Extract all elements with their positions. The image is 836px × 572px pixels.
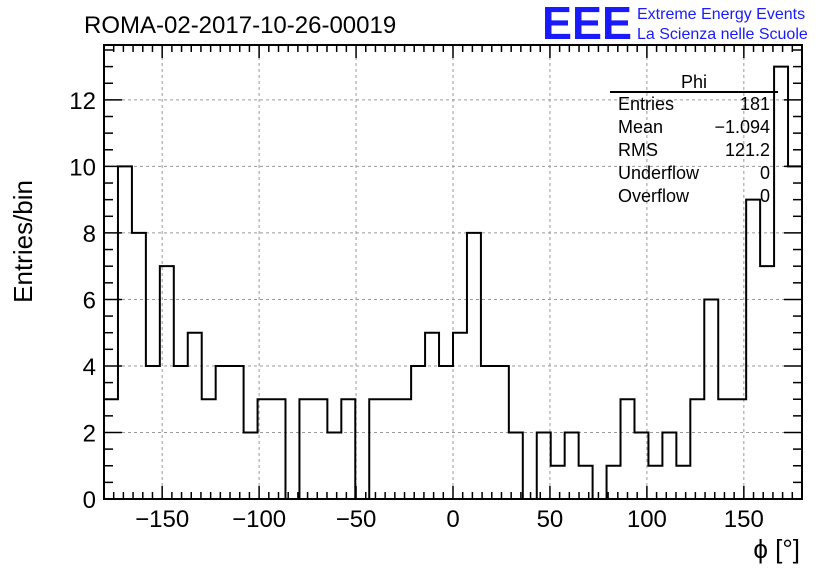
stats-row-value: 181 xyxy=(740,94,770,114)
x-tick-label: 50 xyxy=(537,506,564,533)
stats-row-value: 0 xyxy=(760,163,770,183)
x-tick-label: 0 xyxy=(446,506,459,533)
stats-box-title: Phi xyxy=(681,72,707,92)
axis-ticks xyxy=(104,45,802,500)
eee-logo-line2: La Scienza nelle Scuole xyxy=(637,26,808,43)
histogram-series xyxy=(104,65,802,500)
stats-row-value: 0 xyxy=(760,186,770,206)
stats-box: Phi Entries 181 Mean −1.094 RMS 121.2 Underflo… xyxy=(610,72,778,206)
stats-row-value: 121.2 xyxy=(725,140,770,160)
grid-lines xyxy=(104,45,802,499)
y-tick-labels: 0 2 4 6 8 10 12 xyxy=(69,88,96,514)
stats-row-label: RMS xyxy=(618,140,658,160)
y-tick-label: 4 xyxy=(83,354,96,381)
x-tick-label: 150 xyxy=(724,506,764,533)
y-tick-label: 6 xyxy=(83,287,96,314)
chart-title: ROMA-02-2017-10-26-00019 xyxy=(84,12,396,39)
x-axis-label: ϕ [°] xyxy=(753,534,800,564)
y-tick-label: 0 xyxy=(83,487,96,514)
x-tick-label: 100 xyxy=(627,506,667,533)
stats-row-label: Underflow xyxy=(618,163,700,183)
y-tick-label: 12 xyxy=(69,88,96,115)
y-axis-label: Entries/bin xyxy=(8,180,38,303)
eee-logo-line1: Extreme Energy Events xyxy=(637,6,805,23)
eee-logo: EEE Extreme Energy Events La Scienza nel… xyxy=(542,0,808,49)
y-tick-label: 10 xyxy=(69,154,96,181)
stats-row-value: −1.094 xyxy=(714,117,770,137)
stats-box-rows: Entries 181 Mean −1.094 RMS 121.2 Underflow 0 Ov… xyxy=(618,94,770,206)
x-tick-labels: −150 −100 −50 0 50 100 150 xyxy=(135,506,764,533)
x-tick-label: −150 xyxy=(135,506,189,533)
x-tick-label: −50 xyxy=(336,506,377,533)
y-tick-label: 8 xyxy=(83,221,96,248)
y-tick-label: 2 xyxy=(83,420,96,447)
stats-row-label: Overflow xyxy=(618,186,690,206)
stats-row-label: Entries xyxy=(618,94,674,114)
stats-row-label: Mean xyxy=(618,117,663,137)
eee-logo-mark: EEE xyxy=(542,0,632,49)
x-tick-label: −100 xyxy=(232,506,286,533)
